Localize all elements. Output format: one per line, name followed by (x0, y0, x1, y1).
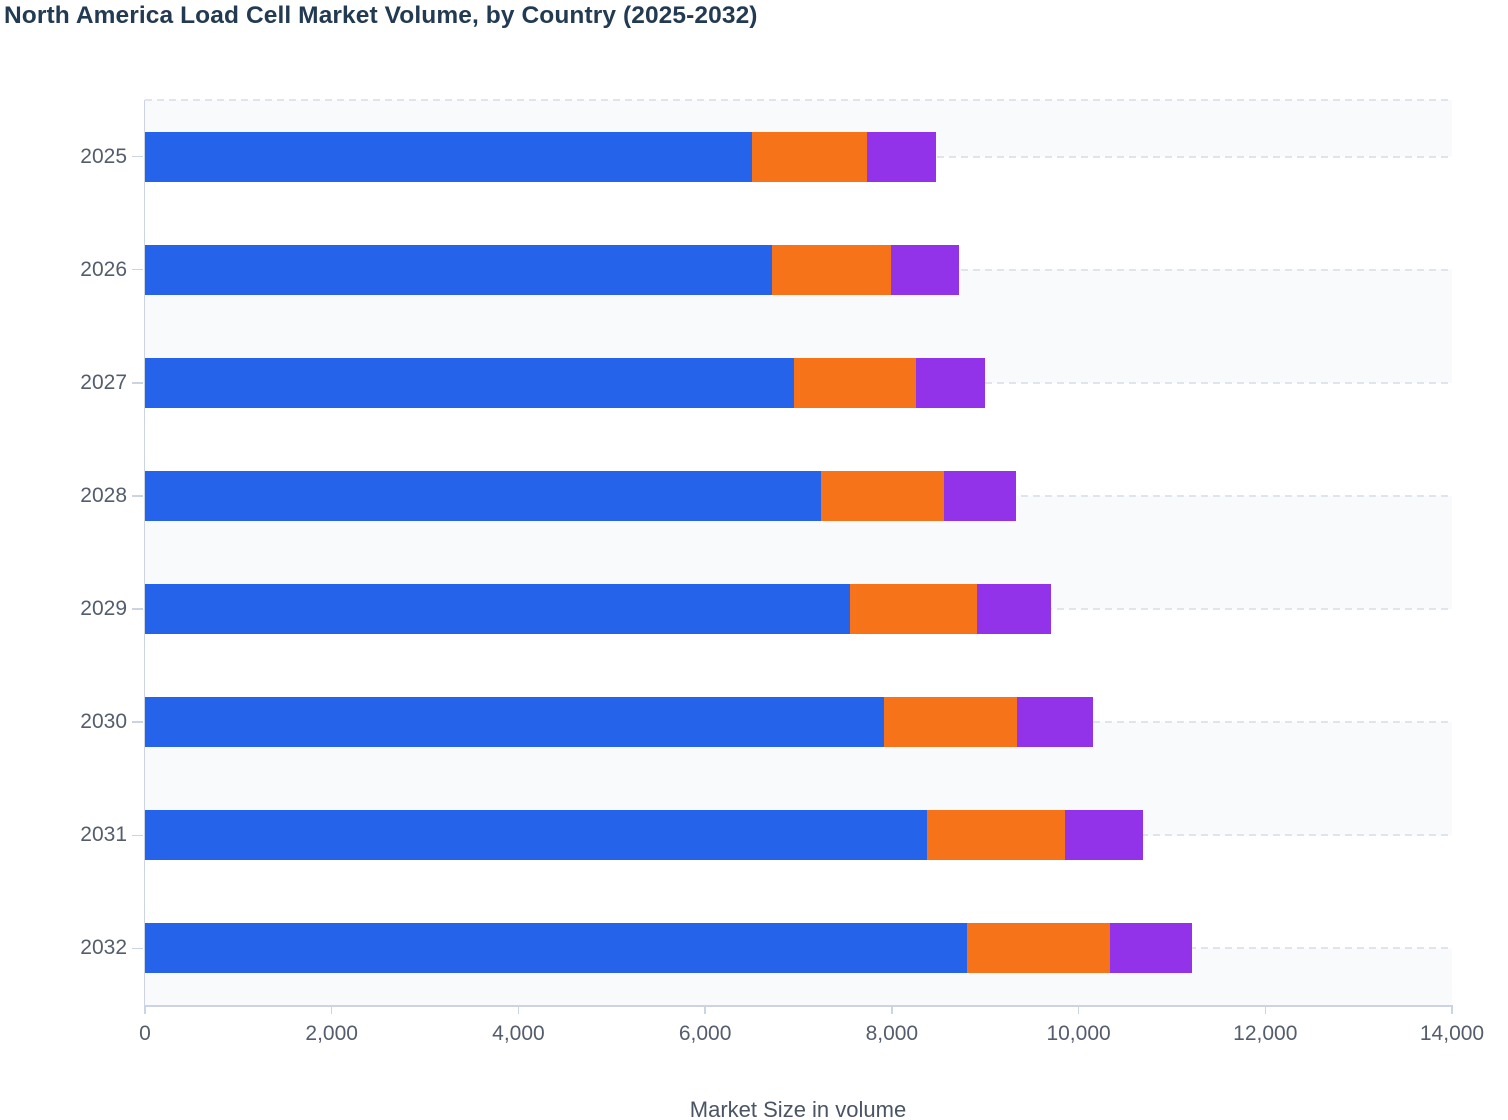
bar-segment-2029-series-1-blue[interactable] (145, 584, 850, 635)
x-axis-tick (1264, 1005, 1267, 1014)
bar-segment-2028-series-1-blue[interactable] (145, 470, 821, 521)
bar-row-2032 (145, 923, 1192, 974)
x-axis-title: Market Size in volume (689, 1097, 907, 1120)
bar-row-2025 (145, 131, 936, 182)
bar-segment-2026-series-1-blue[interactable] (145, 244, 773, 295)
bar-segment-2025-series-1-blue[interactable] (145, 131, 752, 182)
x-axis-line (143, 1005, 1452, 1007)
x-axis-label-10,000: 10,000 (1046, 1022, 1111, 1045)
y-axis-label-2028: 2028 (80, 483, 127, 507)
bar-segment-2026-series-3-purple[interactable] (890, 244, 960, 295)
y-axis-tick (132, 495, 143, 497)
y-axis-line (143, 100, 145, 1005)
x-axis-label-6,000: 6,000 (678, 1022, 732, 1045)
y-axis-tick (132, 721, 143, 723)
x-axis-label-14,000: 14,000 (1419, 1022, 1485, 1045)
x-axis-tick (144, 1005, 146, 1014)
y-axis-tick (132, 268, 143, 271)
y-axis-tick (132, 608, 143, 610)
x-axis-tick (517, 1005, 520, 1014)
bar-segment-2029-series-2-orange[interactable] (849, 584, 977, 635)
y-axis-label-2032: 2032 (80, 936, 127, 960)
y-axis-tick (132, 382, 143, 384)
bar-row-2027 (145, 357, 986, 408)
x-axis-label-2,000: 2,000 (305, 1022, 358, 1045)
y-axis-label-2029: 2029 (80, 597, 127, 621)
x-axis-tick (1451, 1005, 1453, 1014)
bar-segment-2031-series-1-blue[interactable] (145, 810, 928, 861)
x-axis-tick (704, 1005, 706, 1014)
bar-segment-2031-series-2-orange[interactable] (927, 810, 1066, 861)
bar-segment-2027-series-2-orange[interactable] (793, 357, 917, 408)
bar-segment-2027-series-3-purple[interactable] (916, 357, 986, 408)
gridline (145, 99, 1452, 101)
bar-segment-2030-series-1-blue[interactable] (145, 697, 885, 748)
x-axis-label-0: 0 (139, 1022, 151, 1045)
bar-row-2031 (145, 810, 1143, 861)
y-axis-tick (132, 155, 143, 158)
x-axis-tick (1077, 1005, 1080, 1014)
y-axis-label-2030: 2030 (80, 710, 127, 734)
plot-area: 2025 2026 2027 2028 2029 2030 2031 2032 0 2,000 4,… (80, 99, 1484, 1045)
bar-segment-2032-series-3-purple[interactable] (1110, 923, 1192, 974)
bar-row-2028 (145, 470, 1016, 521)
y-axis-label-2027: 2027 (80, 370, 127, 394)
bar-segment-2032-series-2-orange[interactable] (966, 923, 1111, 974)
bar-row-2026 (145, 244, 960, 295)
y-axis-label-2025: 2025 (80, 144, 127, 168)
y-axis-tick (132, 947, 143, 950)
x-axis-label-4,000: 4,000 (492, 1022, 545, 1045)
bar-segment-2025-series-3-purple[interactable] (866, 131, 936, 182)
bar-segment-2028-series-3-purple[interactable] (944, 470, 1016, 521)
x-axis-tick (891, 1005, 893, 1014)
chart-title: North America Load Cell Market Volume, b… (4, 2, 758, 29)
y-axis-label-2031: 2031 (80, 823, 127, 847)
y-axis-label-2026: 2026 (80, 257, 127, 281)
bar-segment-2032-series-1-blue[interactable] (145, 923, 967, 974)
bar-segment-2025-series-2-orange[interactable] (751, 131, 867, 182)
bar-segment-2029-series-3-purple[interactable] (976, 584, 1051, 635)
x-axis-label-12,000: 12,000 (1233, 1022, 1298, 1045)
bar-segment-2026-series-2-orange[interactable] (772, 244, 891, 295)
x-axis-tick (330, 1005, 333, 1014)
bar-segment-2030-series-2-orange[interactable] (884, 697, 1017, 748)
bar-segment-2028-series-2-orange[interactable] (820, 470, 945, 521)
bar-row-2030 (145, 697, 1093, 748)
y-axis-tick (132, 834, 143, 837)
bar-segment-2030-series-3-purple[interactable] (1016, 697, 1093, 748)
bar-row-2029 (145, 584, 1051, 635)
bar-segment-2027-series-1-blue[interactable] (145, 357, 794, 408)
x-axis-label-8,000: 8,000 (865, 1022, 919, 1045)
bar-segment-2031-series-3-purple[interactable] (1065, 810, 1143, 861)
